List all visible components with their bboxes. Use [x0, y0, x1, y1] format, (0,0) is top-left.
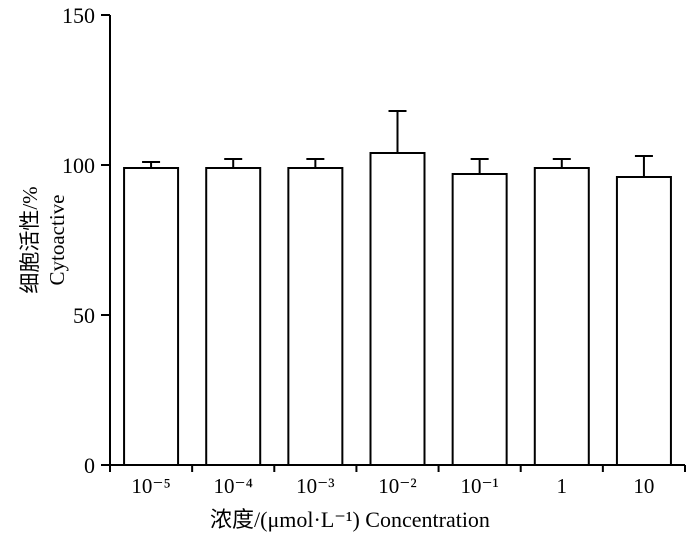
y-tick-label: 100	[62, 153, 95, 178]
y-axis-title-line1: 细胞活性/%	[18, 186, 42, 294]
bar	[205, 167, 262, 466]
x-axis-title: 浓度/(μmol·L⁻¹) Concentration	[210, 507, 490, 532]
bar	[615, 176, 672, 466]
y-tick-label: 0	[84, 453, 95, 478]
x-tick-label: 10⁻¹	[460, 474, 498, 498]
y-axis-title-line2: Cytoactive	[45, 194, 69, 286]
y-tick-label: 150	[62, 3, 95, 28]
x-tick-label: 1	[557, 474, 568, 498]
y-tick-label: 50	[73, 303, 95, 328]
bar	[369, 152, 426, 466]
x-tick-label: 10	[633, 474, 654, 498]
x-tick-label: 10⁻³	[296, 474, 334, 498]
x-tick-label: 10⁻²	[378, 474, 416, 498]
bar	[533, 167, 590, 466]
x-tick-label: 10⁻⁴	[214, 474, 253, 498]
bar	[123, 167, 180, 466]
bar	[287, 167, 344, 466]
bar	[451, 173, 508, 466]
x-tick-label: 10⁻⁵	[131, 474, 170, 498]
y-axis-title: 细胞活性/% Cytoactive	[17, 140, 73, 340]
